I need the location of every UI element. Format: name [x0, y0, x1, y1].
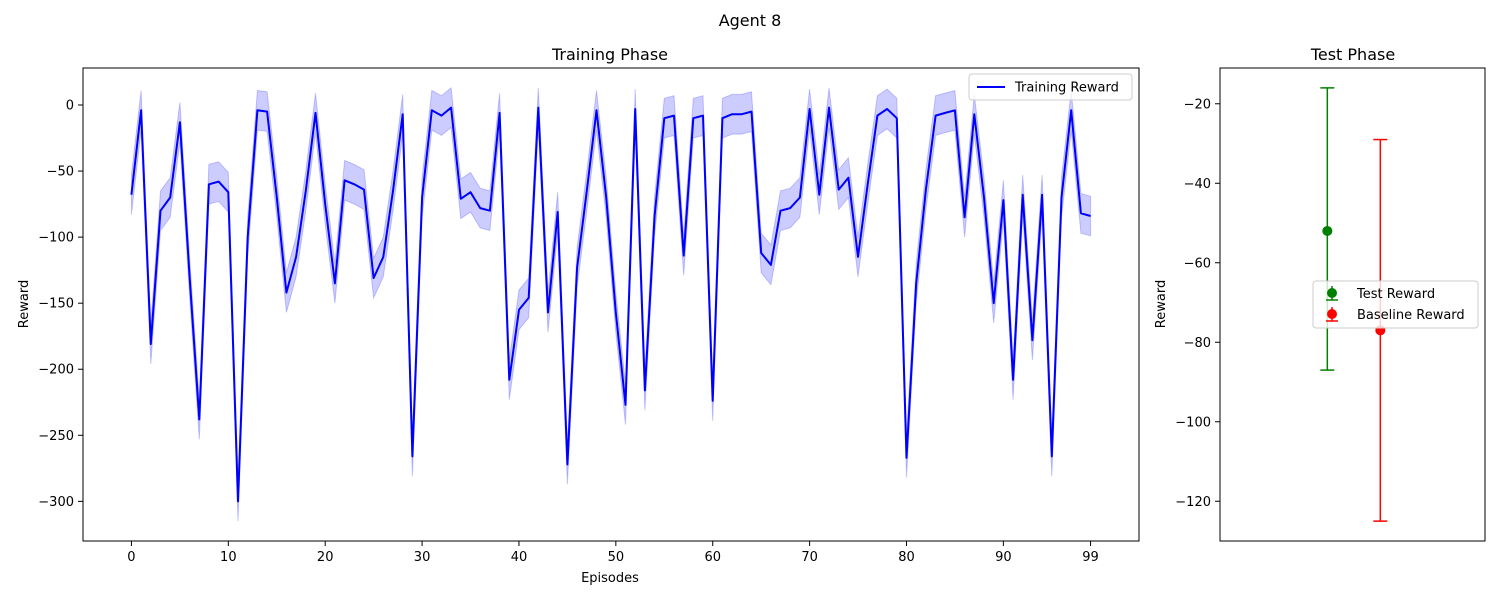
training-y-tick-label: −100 — [38, 231, 74, 246]
test-y-tick-label: −120 — [1175, 495, 1211, 510]
test-y-tick-label: −20 — [1184, 97, 1211, 112]
training-x-tick-label: 80 — [898, 550, 915, 565]
test-y-tick-label: −60 — [1184, 256, 1211, 271]
test-legend-label-test: Test Reward — [1356, 287, 1435, 302]
training-x-tick-label: 10 — [220, 550, 237, 565]
training-x-tick-label: 60 — [704, 550, 721, 565]
test-axes-frame — [1219, 67, 1486, 542]
baseline-legend-point-swatch — [1327, 309, 1337, 319]
training-chart: Training Phase 0 10 20 30 40 50 60 70 80 90 99 0 −5… — [17, 45, 1140, 586]
training-y-tick-label: −250 — [38, 429, 74, 444]
test-legend: Test Reward Baseline Reward — [1312, 280, 1479, 329]
training-x-tick-label: 99 — [1082, 550, 1099, 565]
training-reward-line — [130, 106, 1091, 503]
training-legend-label: Training Reward — [1014, 81, 1119, 96]
figure-title: Agent 8 — [719, 11, 782, 30]
training-y-tick-label: 0 — [66, 98, 74, 113]
test-y-axis-label: Reward — [1154, 280, 1169, 328]
training-y-tick-label: −200 — [38, 363, 74, 378]
training-x-tick-label: 20 — [317, 550, 334, 565]
test-legend-point-swatch — [1327, 288, 1337, 298]
training-x-tick-label: 0 — [127, 550, 135, 565]
test-y-tick-label: −100 — [1175, 415, 1211, 430]
training-x-tick-label: 90 — [995, 550, 1012, 565]
test-y-tick-label: −80 — [1184, 336, 1211, 351]
training-y-axis-label: Reward — [17, 280, 32, 328]
test-title: Test Phase — [1310, 45, 1395, 64]
test-chart: Test Phase −20 −40 −60 −80 −100 −120 Reward T… — [1154, 45, 1486, 542]
training-y-tick-label: −300 — [38, 495, 74, 510]
training-x-axis-label: Episodes — [581, 571, 639, 586]
test-y-tick-label: −40 — [1184, 177, 1211, 192]
test-reward-point — [1322, 225, 1333, 236]
training-y-tick-label: −50 — [47, 165, 74, 180]
training-title: Training Phase — [551, 45, 668, 64]
training-x-tick-label: 50 — [608, 550, 625, 565]
training-legend: Training Reward — [968, 73, 1133, 101]
training-legend-box — [968, 73, 1133, 101]
training-plot-area — [83, 68, 1139, 541]
training-x-tick-label: 70 — [801, 550, 818, 565]
training-x-tick-label: 40 — [511, 550, 528, 565]
training-y-tick-label: −150 — [38, 297, 74, 312]
training-x-tick-label: 30 — [414, 550, 431, 565]
test-legend-box — [1312, 280, 1479, 329]
test-legend-label-baseline: Baseline Reward — [1357, 308, 1465, 323]
training-axes-frame — [82, 67, 1140, 542]
